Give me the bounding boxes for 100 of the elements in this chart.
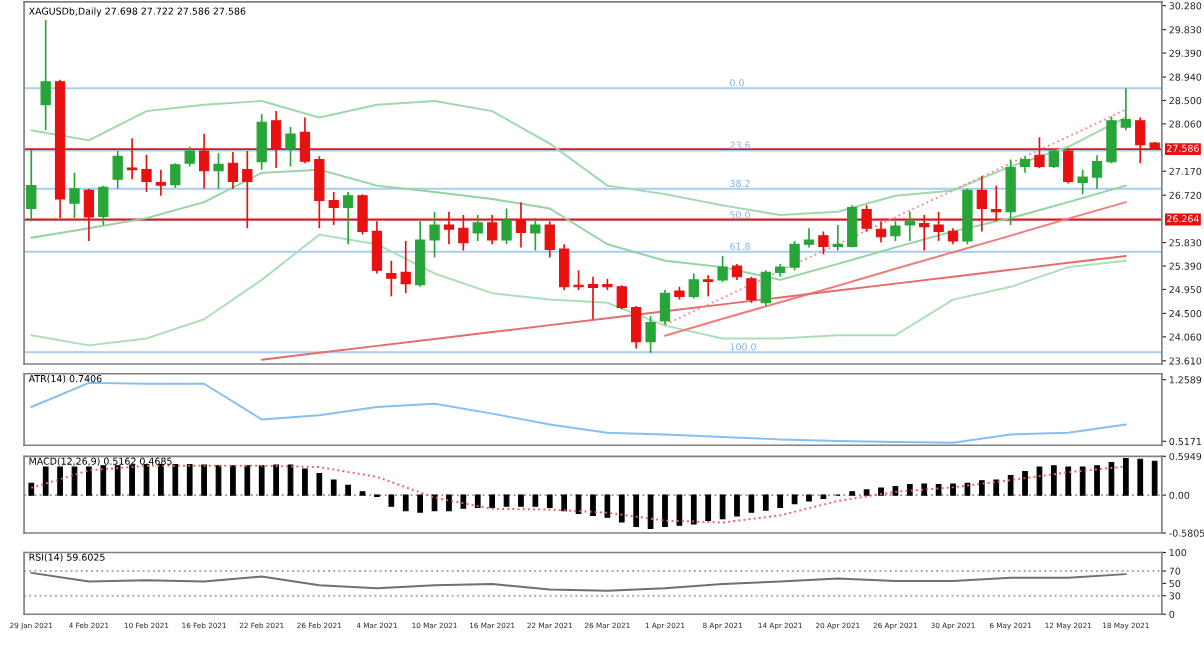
candlestick bbox=[1005, 158, 1016, 226]
bar bbox=[388, 494, 395, 507]
bar bbox=[590, 494, 596, 516]
bar bbox=[719, 494, 726, 520]
bar bbox=[273, 464, 279, 496]
bar bbox=[1137, 458, 1144, 496]
bar bbox=[158, 463, 164, 496]
bar bbox=[1122, 458, 1129, 496]
bar bbox=[201, 464, 207, 496]
candlestick bbox=[342, 191, 354, 246]
candlestick bbox=[890, 220, 901, 242]
candlestick bbox=[472, 214, 483, 242]
bar bbox=[690, 494, 697, 525]
bar bbox=[330, 479, 337, 496]
bar bbox=[129, 464, 135, 496]
bar bbox=[1151, 460, 1158, 496]
bar bbox=[791, 494, 798, 505]
bar bbox=[1050, 465, 1057, 496]
candlestick bbox=[559, 243, 570, 291]
candlestick bbox=[1120, 87, 1132, 132]
bar bbox=[1108, 461, 1115, 496]
bar bbox=[100, 465, 107, 496]
candlestick bbox=[760, 269, 771, 307]
bar bbox=[316, 473, 323, 496]
bar bbox=[42, 466, 49, 496]
bar bbox=[1079, 466, 1086, 496]
candlestick bbox=[818, 230, 829, 256]
bar bbox=[460, 494, 467, 509]
bar bbox=[417, 494, 424, 513]
bar bbox=[302, 468, 308, 496]
candlestick bbox=[184, 145, 195, 168]
bar bbox=[777, 494, 784, 509]
candlestick bbox=[832, 224, 843, 252]
candlestick bbox=[530, 217, 541, 252]
line-series bbox=[664, 108, 1127, 326]
bar bbox=[561, 494, 568, 512]
bar bbox=[762, 494, 769, 511]
candlestick bbox=[703, 274, 714, 298]
candlestick bbox=[429, 210, 440, 259]
candlestick bbox=[803, 227, 815, 249]
candlestick bbox=[616, 284, 627, 310]
bar bbox=[345, 484, 351, 496]
line-series bbox=[30, 571, 1127, 592]
bar bbox=[618, 494, 625, 523]
bar bbox=[28, 482, 35, 496]
bar bbox=[546, 494, 553, 509]
bar bbox=[935, 484, 942, 496]
candlestick bbox=[1091, 154, 1103, 190]
bar bbox=[633, 494, 640, 527]
bar bbox=[993, 479, 1000, 496]
candlestick bbox=[904, 210, 915, 242]
bar bbox=[258, 465, 265, 496]
bar bbox=[1007, 474, 1014, 496]
bar bbox=[676, 494, 683, 526]
candlestick bbox=[746, 275, 757, 304]
candlestick bbox=[141, 153, 152, 193]
bar bbox=[647, 494, 654, 529]
candlestick bbox=[789, 240, 800, 272]
bar bbox=[1036, 466, 1043, 496]
bar bbox=[950, 483, 956, 496]
bar bbox=[446, 494, 452, 512]
candlestick bbox=[645, 315, 656, 354]
candlestick bbox=[1106, 115, 1117, 165]
bar bbox=[230, 465, 236, 496]
bar bbox=[503, 494, 510, 507]
bar bbox=[86, 466, 92, 496]
bar bbox=[806, 494, 812, 502]
bar bbox=[662, 494, 668, 527]
bar bbox=[57, 466, 63, 496]
bar bbox=[705, 494, 712, 522]
candlestick bbox=[26, 149, 37, 223]
bar bbox=[978, 480, 985, 496]
bar bbox=[1065, 466, 1072, 496]
candlestick bbox=[501, 207, 512, 246]
candlestick bbox=[155, 168, 167, 197]
bar bbox=[921, 483, 928, 496]
bar bbox=[244, 465, 251, 496]
bar bbox=[892, 486, 899, 496]
candlestick bbox=[1048, 148, 1060, 169]
candlestick bbox=[631, 305, 642, 350]
bar bbox=[1094, 465, 1100, 496]
candlestick bbox=[688, 272, 699, 300]
candlestick bbox=[98, 184, 109, 226]
candlestick bbox=[587, 275, 599, 321]
candlestick bbox=[213, 152, 224, 190]
bar bbox=[114, 465, 121, 496]
bar bbox=[734, 494, 740, 517]
candlestick bbox=[285, 126, 296, 168]
bar bbox=[748, 494, 755, 513]
bar bbox=[532, 494, 539, 507]
candlestick bbox=[1077, 168, 1088, 195]
bar bbox=[604, 494, 611, 518]
bar bbox=[474, 494, 481, 509]
bar bbox=[964, 482, 971, 496]
line-series bbox=[30, 233, 1127, 347]
candlestick bbox=[69, 172, 80, 219]
line-series bbox=[664, 201, 1127, 337]
bar bbox=[1022, 471, 1028, 496]
bar bbox=[575, 494, 582, 514]
candlestick bbox=[659, 289, 671, 326]
